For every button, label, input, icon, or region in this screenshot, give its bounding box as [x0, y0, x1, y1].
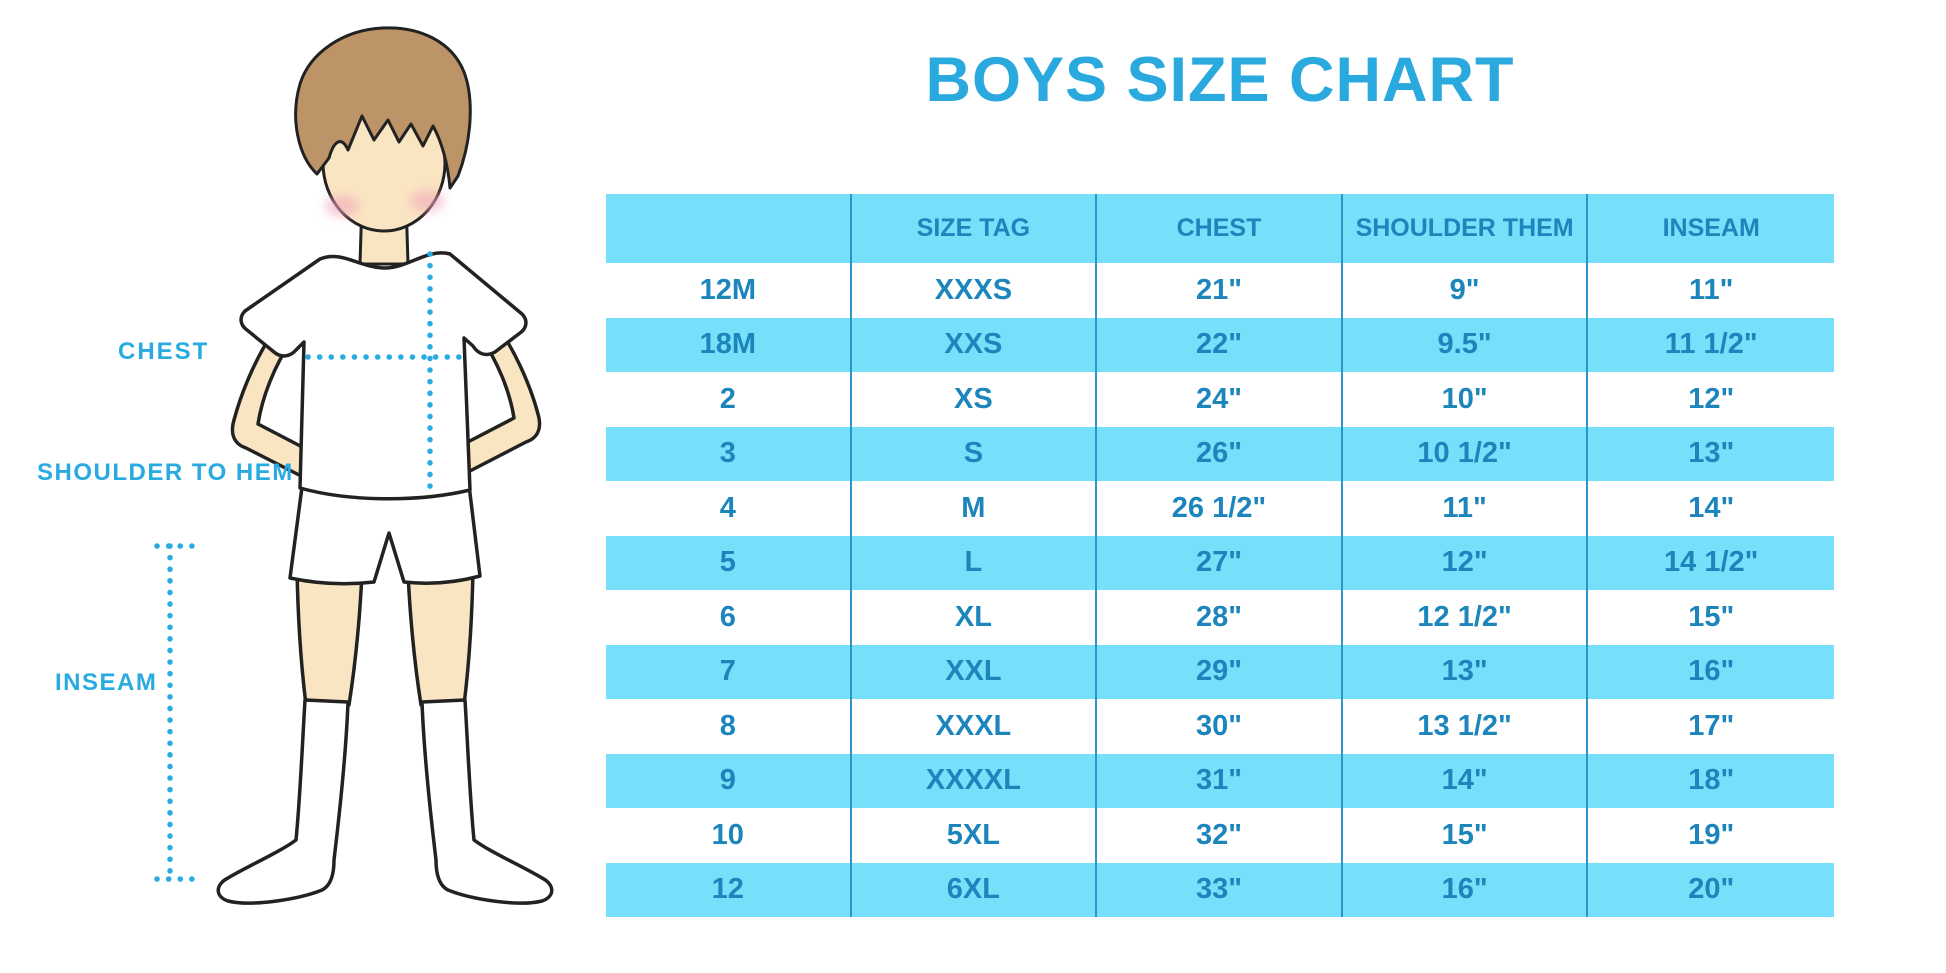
boy-illustration: [154, 26, 554, 905]
value-cell: 12": [1588, 372, 1834, 427]
value-cell: 18": [1588, 753, 1834, 808]
value-cell: 15": [1342, 808, 1589, 863]
size-cell: 12M: [606, 263, 852, 318]
value-cell: 10 1/2": [1342, 426, 1589, 481]
column-header: [606, 194, 852, 263]
size-cell: 12: [606, 862, 852, 917]
size-cell: 3: [606, 426, 852, 481]
value-cell: 20": [1588, 862, 1834, 917]
size-cell: 6: [606, 590, 852, 645]
measurement-dotted-lines: [154, 251, 465, 882]
chest-label: CHEST: [118, 338, 210, 365]
arms: [230, 316, 542, 480]
value-cell: 14": [1342, 753, 1589, 808]
measurement-figure: CHEST SHOULDER TO HEM INSEAM: [0, 0, 600, 973]
value-cell: 12": [1342, 535, 1589, 590]
size-cell: 4: [606, 481, 852, 536]
value-cell: 27": [1097, 535, 1343, 590]
value-cell: XXXS: [851, 263, 1098, 318]
size-cell: 9: [606, 753, 852, 808]
value-cell: 33": [1097, 862, 1343, 917]
value-cell: XXS: [851, 317, 1098, 372]
size-cell: 18M: [606, 317, 852, 372]
value-cell: M: [851, 481, 1098, 536]
value-cell: XXXL: [851, 699, 1098, 754]
value-cell: 24": [1097, 372, 1343, 427]
value-cell: 32": [1097, 808, 1343, 863]
value-cell: 10": [1342, 372, 1589, 427]
value-cell: 14": [1588, 481, 1834, 536]
inseam-label: INSEAM: [55, 669, 158, 696]
size-table: SIZE TAG CHEST SHOULDER THEM INSEAM 12M XXXS 2…: [606, 194, 1834, 917]
shorts: [288, 483, 482, 586]
value-cell: L: [851, 535, 1098, 590]
value-cell: 11": [1342, 481, 1589, 536]
size-cell: 5: [606, 535, 852, 590]
value-cell: 13": [1342, 644, 1589, 699]
value-cell: 31": [1097, 753, 1343, 808]
value-cell: 22": [1097, 317, 1343, 372]
value-cell: 30": [1097, 699, 1343, 754]
hair: [294, 26, 472, 190]
value-cell: 5XL: [851, 808, 1098, 863]
shoulder-to-hem-label: SHOULDER TO HEM: [37, 459, 294, 486]
size-cell: 10: [606, 808, 852, 863]
legs: [295, 568, 475, 707]
value-cell: 19": [1588, 808, 1834, 863]
value-cell: XXXXL: [851, 753, 1098, 808]
value-cell: 26": [1097, 426, 1343, 481]
value-cell: 29": [1097, 644, 1343, 699]
cheek-left: [325, 195, 359, 217]
value-cell: 17": [1588, 699, 1834, 754]
value-cell: 9.5": [1342, 317, 1589, 372]
value-cell: 14 1/2": [1588, 535, 1834, 590]
value-cell: 13": [1588, 426, 1834, 481]
size-cell: 8: [606, 699, 852, 754]
value-cell: 6XL: [851, 862, 1098, 917]
value-cell: 11": [1588, 263, 1834, 318]
value-cell: 13 1/2": [1342, 699, 1589, 754]
value-cell: 21": [1097, 263, 1343, 318]
socks: [216, 698, 554, 905]
column-header: SHOULDER THEM: [1342, 194, 1589, 263]
value-cell: XL: [851, 590, 1098, 645]
value-cell: 15": [1588, 590, 1834, 645]
value-cell: XXL: [851, 644, 1098, 699]
value-cell: 26 1/2": [1097, 481, 1343, 536]
value-cell: 16": [1342, 862, 1589, 917]
value-cell: 12 1/2": [1342, 590, 1589, 645]
page-title: BOYS SIZE CHART: [925, 45, 1515, 115]
value-cell: 16": [1588, 644, 1834, 699]
t-shirt: [239, 251, 528, 501]
value-cell: XS: [851, 372, 1098, 427]
size-cell: 2: [606, 372, 852, 427]
value-cell: 9": [1342, 263, 1589, 318]
column-header: CHEST: [1097, 194, 1343, 263]
column-header: SIZE TAG: [851, 194, 1098, 263]
value-cell: S: [851, 426, 1098, 481]
value-cell: 28": [1097, 590, 1343, 645]
cheek-right: [410, 190, 444, 212]
value-cell: 11 1/2": [1588, 317, 1834, 372]
size-cell: 7: [606, 644, 852, 699]
column-header: INSEAM: [1588, 194, 1834, 263]
